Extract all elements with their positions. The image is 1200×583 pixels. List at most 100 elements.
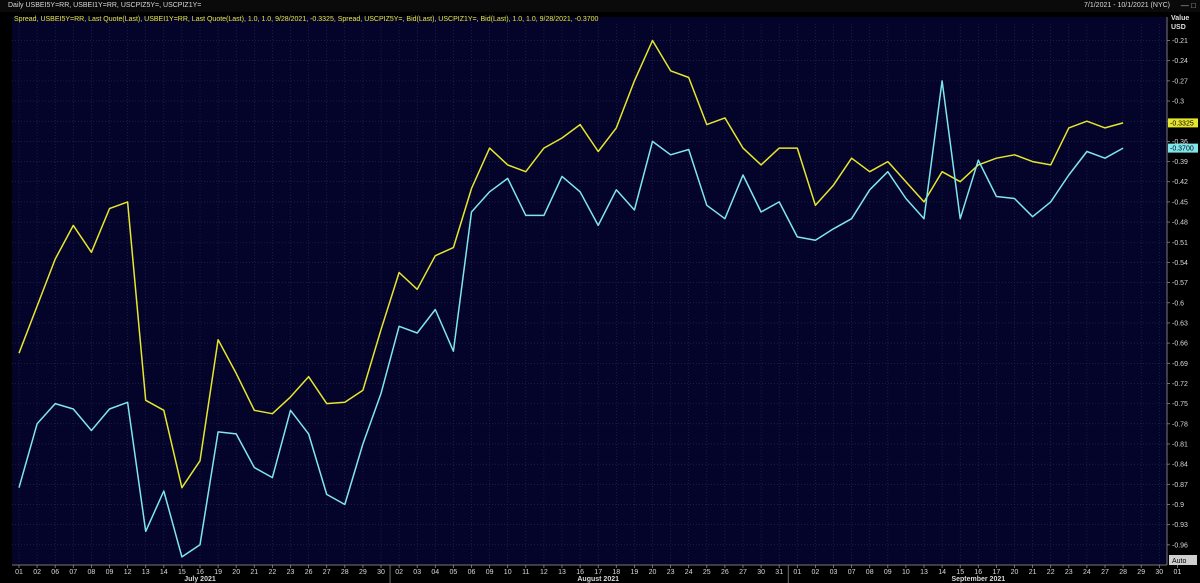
- auto-button[interactable]: [1169, 555, 1197, 565]
- month-labels: July 2021 August 2021 September 2021: [184, 576, 1005, 583]
- month-label: July 2021: [184, 576, 216, 583]
- minimize-icon[interactable]: —: [1180, 1, 1189, 10]
- x-tick-label: 20: [649, 569, 657, 576]
- x-tick-label: 30: [1155, 569, 1163, 576]
- title-bar: Daily USBEI5Y=RR, USBEI1Y=RR, USCPIZ5Y=,…: [0, 0, 1200, 12]
- x-tick-label: 15: [178, 569, 186, 576]
- x-tick-label: 24: [685, 569, 693, 576]
- x-tick-label: 06: [51, 569, 59, 576]
- y-tick-label: -0.48: [1172, 220, 1188, 227]
- y-tick-label: -0.66: [1172, 341, 1188, 348]
- y-tick-label: -0.6: [1172, 300, 1184, 307]
- window-controls[interactable]: — □: [1181, 0, 1196, 12]
- x-tick-label: 31: [775, 569, 783, 576]
- x-tick-label: 02: [395, 569, 403, 576]
- y-tick-label: -0.63: [1172, 320, 1188, 327]
- y-tick-label: -0.72: [1172, 381, 1188, 388]
- x-tick-label: 13: [920, 569, 928, 576]
- x-tick-label: 10: [504, 569, 512, 576]
- y-axis-unit: USD: [1171, 24, 1186, 31]
- x-tick-label: 04: [431, 569, 439, 576]
- x-tick-label: 17: [594, 569, 602, 576]
- chart-area[interactable]: Spread, USBEI5Y=RR, Last Quote(Last), US…: [0, 12, 1200, 583]
- y-axis-label: Value: [1171, 15, 1189, 22]
- x-tick-label: 20: [1011, 569, 1019, 576]
- x-tick-label: 30: [757, 569, 765, 576]
- x-tick-label: 14: [160, 569, 168, 576]
- x-tick-label: 06: [468, 569, 476, 576]
- x-tick-label: 13: [142, 569, 150, 576]
- y-tick-label: -0.45: [1172, 199, 1188, 206]
- x-tick-label: 19: [214, 569, 222, 576]
- x-tick-label: 10: [902, 569, 910, 576]
- x-tick-label: 25: [703, 569, 711, 576]
- x-tick-label: 27: [739, 569, 747, 576]
- y-axis-panel: [1167, 12, 1200, 583]
- x-tick-label: 27: [1101, 569, 1109, 576]
- x-tick-label: 12: [124, 569, 132, 576]
- x-tick-label: 08: [88, 569, 96, 576]
- series-lines: [18, 39, 1124, 558]
- y-tick-label: -0.27: [1172, 78, 1188, 85]
- y-tick-label: -0.96: [1172, 542, 1188, 549]
- x-tick-label: 11: [522, 569, 529, 576]
- x-tick-label: 12: [540, 569, 548, 576]
- x-tick-label: 07: [69, 569, 77, 576]
- y-tick-label: -0.78: [1172, 421, 1188, 428]
- month-label: August 2021: [577, 576, 619, 583]
- last-value-badge: [1168, 143, 1198, 153]
- x-tick-labels: 01 02 06 07 08 09 12 13 14 15 16 19 20 21 22 23 26 27 28 29…: [15, 565, 1181, 576]
- y-tick-label: -0.51: [1172, 240, 1188, 247]
- y-tick-label: -0.54: [1172, 260, 1188, 267]
- y-tick-label: -0.24: [1172, 58, 1188, 65]
- x-tick-label: 16: [576, 569, 584, 576]
- x-tick-label: 22: [269, 569, 277, 576]
- y-tick-label: -0.84: [1172, 462, 1188, 469]
- x-tick-label: 28: [341, 569, 349, 576]
- x-tick-label: 26: [305, 569, 313, 576]
- x-tick-label: 02: [812, 569, 820, 576]
- x-tick-label: 07: [848, 569, 856, 576]
- x-tick-label: 23: [667, 569, 675, 576]
- x-tick-label: 08: [866, 569, 874, 576]
- y-tick-label: -0.93: [1172, 522, 1188, 529]
- x-tick-label: 21: [250, 569, 258, 576]
- x-tick-label: 29: [359, 569, 367, 576]
- x-tick-label: 09: [106, 569, 114, 576]
- x-tick-label: 23: [1065, 569, 1073, 576]
- x-tick-label: 27: [323, 569, 331, 576]
- y-tick-label: -0.36: [1172, 139, 1188, 146]
- x-tick-label: 09: [486, 569, 494, 576]
- x-tick-label: 02: [33, 569, 41, 576]
- x-tick-label: 15: [956, 569, 964, 576]
- legend-text: Spread, USBEI5Y=RR, Last Quote(Last), US…: [14, 16, 599, 23]
- last-value-label: -0.3325: [1170, 120, 1194, 127]
- x-tick-label: 20: [232, 569, 240, 576]
- x-tick-label: 18: [612, 569, 620, 576]
- y-tick-label: -0.42: [1172, 179, 1188, 186]
- plot-background: [12, 17, 1167, 565]
- date-range: 7/1/2021 - 10/1/2021 (NYC): [1084, 2, 1170, 9]
- x-tick-label: 19: [631, 569, 639, 576]
- x-tick-label: 01: [1174, 569, 1182, 576]
- x-tick-label: 16: [196, 569, 204, 576]
- y-tick-label: -0.69: [1172, 361, 1188, 368]
- x-tick-label: 16: [974, 569, 982, 576]
- y-tick-label: -0.39: [1172, 159, 1188, 166]
- x-tick-label: 26: [721, 569, 729, 576]
- x-tick-label: 30: [377, 569, 385, 576]
- last-value-label: -0.3700: [1170, 146, 1194, 153]
- x-tick-label: 03: [830, 569, 838, 576]
- chart-title: Daily USBEI5Y=RR, USBEI1Y=RR, USCPIZ5Y=,…: [8, 2, 202, 9]
- series-line-2: [18, 80, 1124, 558]
- last-value-badge: [1168, 118, 1198, 128]
- x-tick-label: 01: [793, 569, 801, 576]
- last-value-labels: -0.3325 -0.3700: [1168, 118, 1198, 153]
- restore-icon[interactable]: □: [1191, 1, 1196, 10]
- auto-button-label: Auto: [1172, 558, 1187, 565]
- x-tick-label: 09: [884, 569, 892, 576]
- y-tick-label: -0.81: [1172, 441, 1188, 448]
- y-tick-label: -0.57: [1172, 280, 1188, 287]
- x-tick-label: 29: [1137, 569, 1145, 576]
- x-tick-label: 23: [287, 569, 295, 576]
